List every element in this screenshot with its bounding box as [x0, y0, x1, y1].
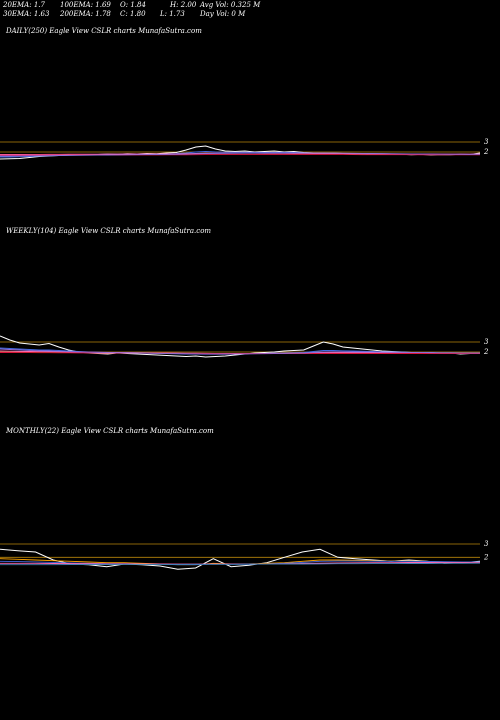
y-tick-label-1: 2: [483, 148, 489, 156]
daily-chart: 32: [0, 138, 489, 160]
avg-vol-stat: Avg Vol: 0.325 M: [200, 1, 261, 9]
series-line-4: [0, 562, 481, 566]
ema100-stat: 100EMA: 1.69: [60, 1, 111, 9]
weekly-panel: WEEKLY(104) Eagle View CSLR charts Munaf…: [0, 226, 500, 416]
y-tick-label-0: 3: [484, 138, 489, 146]
monthly-chart: 32: [0, 540, 489, 570]
open-stat: O: 1.84: [120, 1, 146, 9]
weekly-chart: 32: [0, 335, 489, 358]
daily-panel: DAILY(250) Eagle View CSLR charts Munafa…: [0, 26, 500, 216]
close-stat: C: 1.80: [120, 10, 146, 18]
ema20-stat: 20EMA: 1.7: [3, 1, 45, 9]
series-line-4: [0, 348, 480, 355]
high-stat: H: 2.00: [170, 1, 197, 9]
series-line-0: [0, 548, 481, 570]
daily-panel-title: DAILY(250) Eagle View CSLR charts Munafa…: [6, 27, 202, 35]
y-tick-label-0: 3: [484, 540, 489, 548]
ema30-stat: 30EMA: 1.63: [3, 10, 50, 18]
monthly-panel: MONTHLY(22) Eagle View CSLR charts Munaf…: [0, 426, 500, 616]
day-vol-stat: Day Vol: 0 M: [200, 10, 246, 18]
series-line-4: [0, 152, 481, 157]
stats-header: 20EMA: 1.7 100EMA: 1.69 O: 1.84 H: 2.00 …: [0, 0, 500, 20]
weekly-panel-title: WEEKLY(104) Eagle View CSLR charts Munaf…: [6, 227, 212, 235]
low-stat: L: 1.73: [160, 10, 185, 18]
y-tick-label-0: 3: [484, 338, 489, 346]
ema200-stat: 200EMA: 1.78: [60, 10, 111, 18]
y-tick-label-1: 2: [483, 348, 489, 356]
monthly-panel-title: MONTHLY(22) Eagle View CSLR charts Munaf…: [6, 427, 214, 435]
y-tick-label-1: 2: [483, 553, 489, 561]
